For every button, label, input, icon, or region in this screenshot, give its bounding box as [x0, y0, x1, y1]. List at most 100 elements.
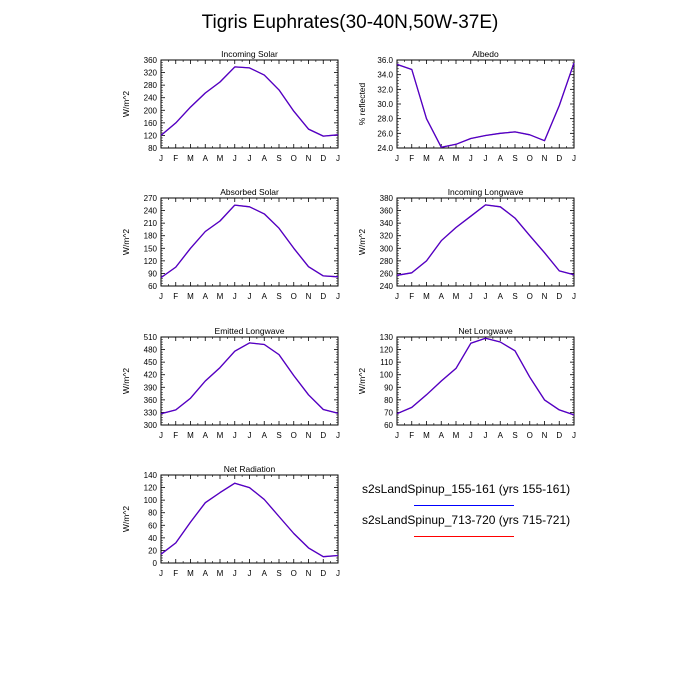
series-line-a-albedo — [396, 62, 575, 148]
x-tick-label: F — [409, 154, 414, 163]
x-tick-label: M — [187, 154, 194, 163]
x-tick-label: N — [306, 154, 312, 163]
series-line-b-incoming-longwave — [396, 204, 575, 276]
y-tick-label: 160 — [144, 119, 158, 128]
y-tick-label: 180 — [144, 232, 158, 241]
y-tick-label: 300 — [380, 244, 394, 253]
x-tick-label: J — [336, 569, 340, 578]
x-tick-label: O — [291, 569, 297, 578]
x-tick-label: J — [336, 431, 340, 440]
legend-line-series-b — [414, 536, 514, 537]
y-tick-label: 40 — [148, 534, 157, 543]
y-tick-label: 360 — [144, 56, 158, 65]
x-tick-label: A — [439, 154, 445, 163]
panel-title-incoming-solar: Incoming Solar — [221, 49, 278, 59]
x-tick-label: M — [453, 292, 460, 301]
panel-title-incoming-longwave: Incoming Longwave — [448, 187, 524, 197]
y-tick-label: 28.0 — [377, 115, 393, 124]
figure-title: Tigris Euphrates(30-40N,50W-37E) — [201, 12, 499, 33]
y-tick-label: 360 — [144, 396, 158, 405]
x-tick-label: N — [542, 431, 548, 440]
x-tick-label: D — [320, 569, 326, 578]
x-tick-label: M — [217, 292, 224, 301]
x-tick-label: A — [439, 292, 445, 301]
x-tick-label: J — [233, 431, 237, 440]
y-axis-label-albedo: % reflected — [357, 82, 367, 125]
x-tick-label: F — [409, 431, 414, 440]
y-tick-label: 110 — [380, 358, 393, 367]
x-tick-label: M — [217, 431, 224, 440]
y-tick-label: 90 — [148, 269, 157, 278]
x-tick-label: D — [320, 292, 326, 301]
x-tick-label: A — [498, 154, 504, 163]
series-line-a-net-longwave — [396, 337, 575, 416]
plot-frame-incoming-solar — [160, 59, 339, 149]
panel-title-net-longwave: Net Longwave — [458, 326, 513, 336]
y-tick-label: 280 — [144, 81, 158, 90]
y-axis-label-emitted-longwave: W/m^2 — [121, 368, 131, 394]
y-tick-label: 380 — [380, 194, 394, 203]
x-tick-label: F — [173, 154, 178, 163]
panel-title-absorbed-solar: Absorbed Solar — [220, 187, 279, 197]
y-tick-label: 100 — [144, 496, 158, 505]
y-tick-label: 24.0 — [377, 144, 393, 153]
y-tick-label: 210 — [144, 219, 158, 228]
panel-emitted-longwave: J F M A M J J A S O N D J300330360390420450480510Emi… — [121, 326, 340, 440]
x-tick-label: D — [320, 154, 326, 163]
x-tick-label: J — [484, 154, 488, 163]
y-tick-label: 60 — [148, 521, 157, 530]
series-line-b-emitted-longwave — [160, 342, 339, 415]
x-tick-label: N — [306, 431, 312, 440]
x-tick-label: F — [173, 431, 178, 440]
y-tick-label: 240 — [144, 94, 158, 103]
series-line-b-incoming-solar — [160, 66, 339, 137]
x-tick-label: M — [187, 569, 194, 578]
x-tick-label: M — [423, 154, 430, 163]
x-tick-label: N — [306, 292, 312, 301]
y-axis-label-net-radiation: W/m^2 — [121, 506, 131, 532]
y-axis-label-net-longwave: W/m^2 — [357, 368, 367, 394]
y-tick-label: 330 — [144, 408, 158, 417]
y-tick-label: 120 — [380, 346, 394, 355]
series-line-a-absorbed-solar — [160, 204, 339, 279]
y-tick-label: 200 — [144, 106, 158, 115]
panel-albedo: J F M A M J J A S O N D J24.026.028.030.032.034.036.… — [357, 49, 576, 163]
legend-line-series-a — [414, 505, 514, 506]
legend-label-series-a: s2sLandSpinup_155-161 (yrs 155-161) — [362, 482, 571, 496]
x-tick-label: J — [159, 292, 163, 301]
x-tick-label: J — [248, 292, 252, 301]
y-tick-label: 90 — [384, 383, 393, 392]
x-tick-label: O — [527, 431, 533, 440]
y-tick-label: 20 — [148, 546, 157, 555]
x-tick-label: D — [556, 292, 562, 301]
series-line-b-net-longwave — [396, 337, 575, 416]
y-tick-label: 140 — [144, 471, 158, 480]
series-line-a-incoming-solar — [160, 66, 339, 137]
x-tick-label: O — [291, 154, 297, 163]
x-tick-label: J — [469, 292, 473, 301]
y-tick-label: 480 — [144, 346, 158, 355]
plot-frame-incoming-longwave — [396, 197, 575, 287]
x-tick-label: J — [233, 154, 237, 163]
x-tick-label: M — [423, 292, 430, 301]
y-tick-label: 240 — [144, 207, 158, 216]
y-tick-label: 80 — [148, 144, 157, 153]
x-tick-label: J — [248, 569, 252, 578]
x-tick-label: M — [187, 292, 194, 301]
x-tick-label: S — [512, 154, 517, 163]
x-tick-label: M — [217, 154, 224, 163]
x-tick-label: J — [484, 431, 488, 440]
x-tick-label: J — [159, 431, 163, 440]
x-tick-label: J — [395, 431, 399, 440]
y-tick-label: 60 — [384, 421, 393, 430]
panel-absorbed-solar: J F M A M J J A S O N D J6090120150180210240270Absor… — [121, 187, 340, 301]
x-tick-label: J — [248, 431, 252, 440]
x-tick-label: J — [159, 154, 163, 163]
y-tick-label: 80 — [384, 396, 393, 405]
y-axis-label-incoming-solar: W/m^2 — [121, 91, 131, 117]
x-tick-label: M — [423, 431, 430, 440]
x-tick-label: J — [395, 154, 399, 163]
y-tick-label: 70 — [384, 408, 393, 417]
y-tick-label: 510 — [144, 333, 158, 342]
